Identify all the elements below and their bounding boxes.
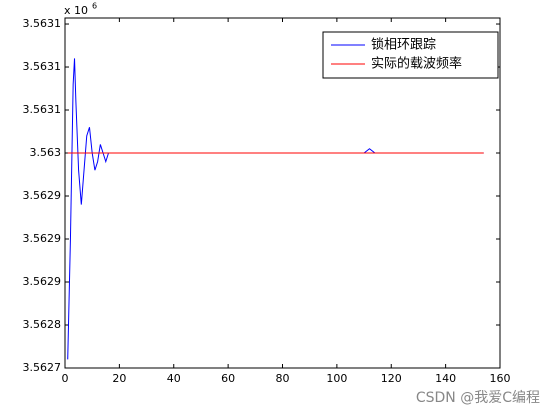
x-tick-label: 40 bbox=[167, 372, 181, 385]
y-exponent: 6 bbox=[92, 2, 97, 11]
y-tick-label: 3.5628 bbox=[23, 318, 62, 331]
y-tick-label: 3.5627 bbox=[23, 361, 62, 374]
x-tick-label: 20 bbox=[112, 372, 126, 385]
y-tick-label: 3.5629 bbox=[23, 232, 62, 245]
legend-label: 实际的载波频率 bbox=[371, 56, 462, 72]
y-tick-label: 3.5631 bbox=[23, 17, 62, 30]
x-tick-label: 100 bbox=[326, 372, 347, 385]
x-tick-label: 160 bbox=[490, 372, 511, 385]
watermark: CSDN @我爱C编程 bbox=[416, 390, 540, 406]
y-tick-label: 3.5631 bbox=[23, 60, 62, 73]
x-tick-label: 60 bbox=[221, 372, 235, 385]
x-tick-label: 120 bbox=[381, 372, 402, 385]
y-tick-label: 3.5629 bbox=[23, 189, 62, 202]
x-tick-label: 140 bbox=[435, 372, 456, 385]
y-exponent-label: x 10 bbox=[64, 4, 88, 17]
legend-label: 锁相环跟踪 bbox=[371, 37, 436, 53]
y-tick-label: 3.563 bbox=[30, 146, 62, 159]
y-tick-label: 3.5631 bbox=[23, 103, 62, 116]
legend-box bbox=[322, 31, 499, 79]
x-tick-label: 80 bbox=[276, 372, 290, 385]
y-tick-label: 3.5629 bbox=[23, 275, 62, 288]
x-tick-label: 0 bbox=[62, 372, 69, 385]
